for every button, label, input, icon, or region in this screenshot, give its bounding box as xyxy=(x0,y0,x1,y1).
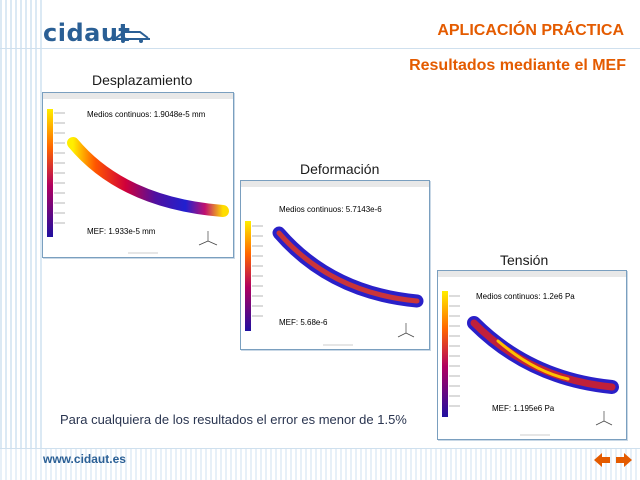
arrow-right-icon[interactable] xyxy=(614,451,634,469)
conclusion-text: Para cualquiera de los resultados el err… xyxy=(60,412,407,427)
fem-result-panel-desplazamiento: Medios continuos: 1.9048e-5 mm MEF: 1.93… xyxy=(42,92,234,258)
panel-bottom-value: MEF: 1.195e6 Pa xyxy=(492,404,555,413)
arrow-left-icon[interactable] xyxy=(592,451,612,469)
page-subtitle: Resultados mediante el MEF xyxy=(409,57,626,74)
car-logo-icon xyxy=(114,31,150,43)
fem-result-panel-deformacion: Medios continuos: 5.7143e-6 MEF: 5.68e-6 xyxy=(240,180,430,350)
page-title: APLICACIÓN PRÁCTICA xyxy=(437,22,624,39)
footer-divider xyxy=(0,448,640,449)
footer-bar xyxy=(0,448,640,480)
panel-bottom-value: MEF: 1.933e-5 mm xyxy=(87,227,156,236)
panel-label-desplazamiento: Desplazamiento xyxy=(92,72,193,88)
panel-label-tension: Tensión xyxy=(500,252,549,268)
header-divider xyxy=(0,48,640,49)
company-logo: cidaut xyxy=(43,19,131,47)
panel-label-deformacion: Deformación xyxy=(300,161,380,177)
panel-top-value: Medios continuos: 1.9048e-5 mm xyxy=(87,110,206,119)
panel-top-value: Medios continuos: 5.7143e-6 xyxy=(279,205,382,214)
fem-result-panel-tension: Medios continuos: 1.2e6 Pa MEF: 1.195e6 … xyxy=(437,270,627,440)
panel-top-value: Medios continuos: 1.2e6 Pa xyxy=(476,292,575,301)
footer-website-link[interactable]: www.cidaut.es xyxy=(43,452,126,466)
panel-bottom-value: MEF: 5.68e-6 xyxy=(279,318,328,327)
left-stripe-decoration xyxy=(0,0,44,480)
